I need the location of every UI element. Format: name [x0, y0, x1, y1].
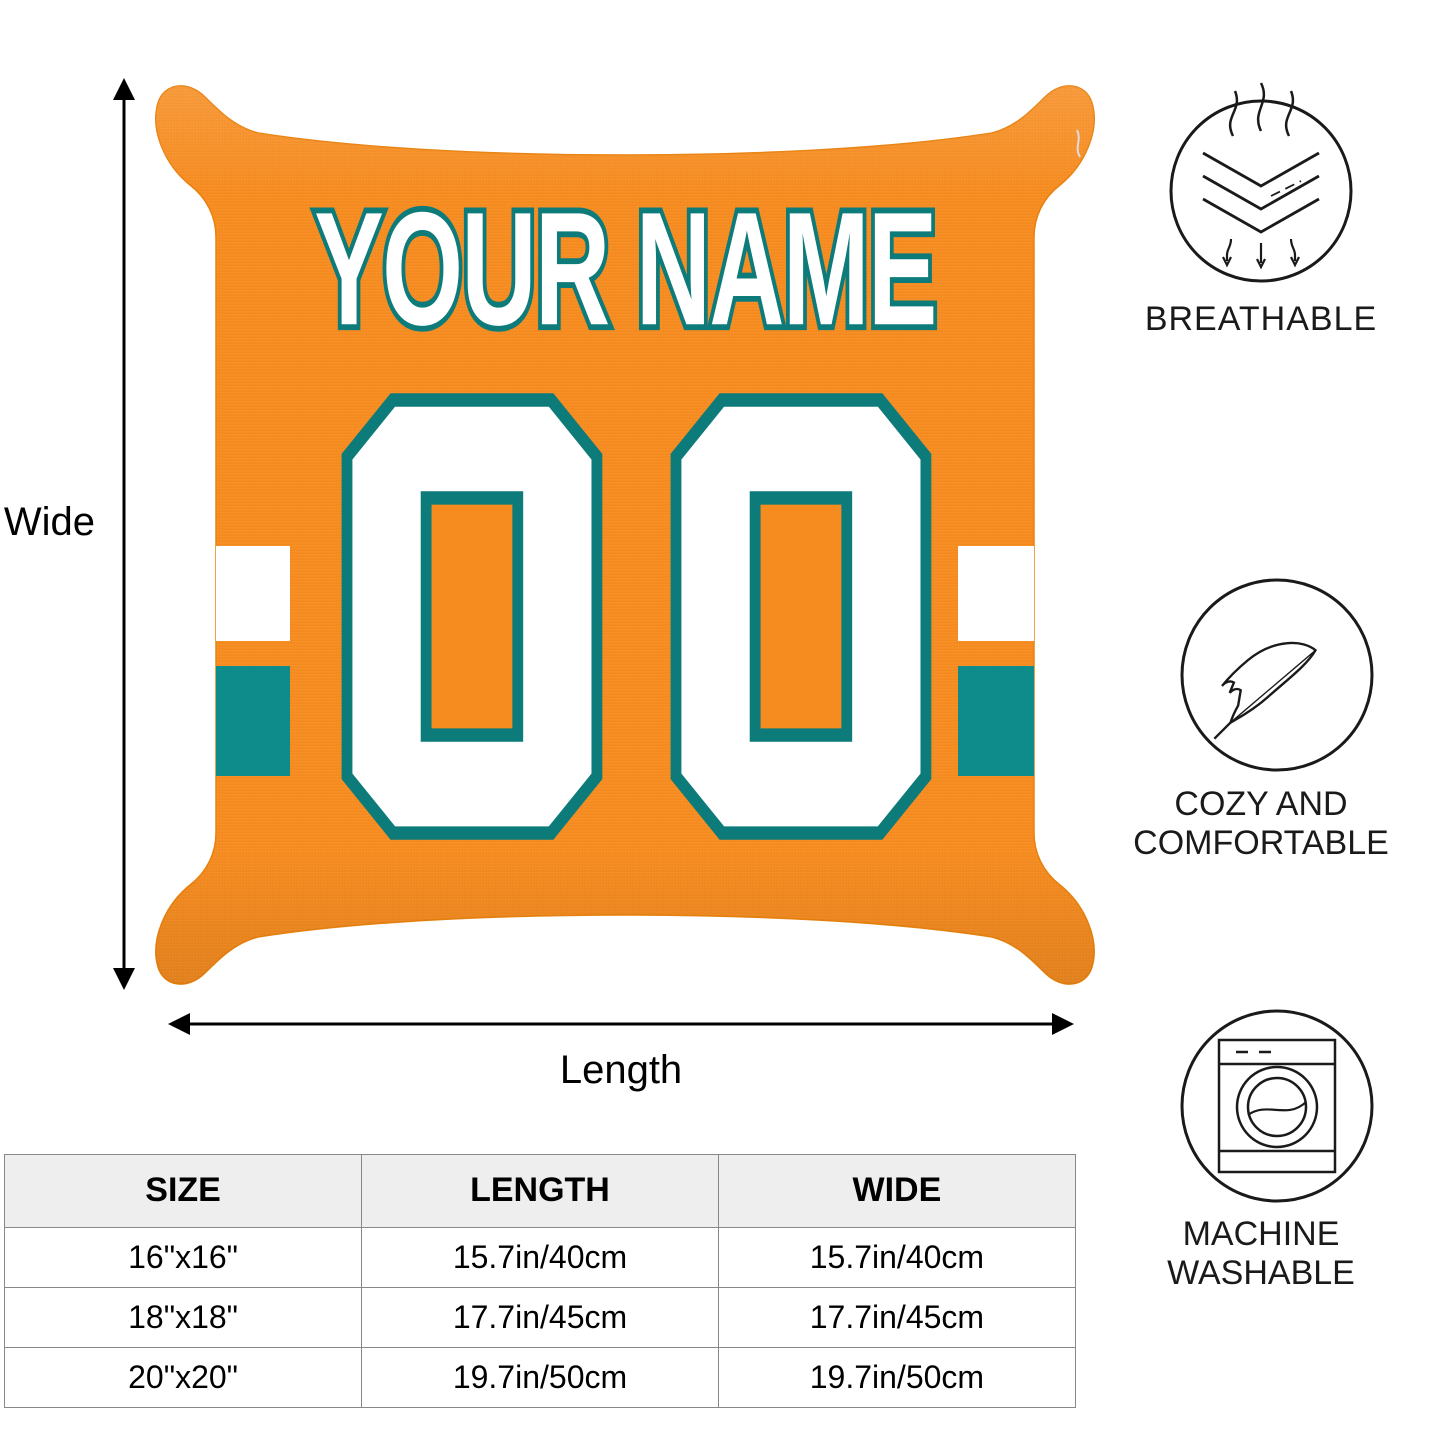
svg-text:COMFORTABLE: COMFORTABLE — [1133, 824, 1389, 862]
svg-text:BREATHABLE: BREATHABLE — [1145, 300, 1377, 338]
svg-text:WASHABLE: WASHABLE — [1167, 1254, 1355, 1292]
svg-text:Length: Length — [560, 1048, 682, 1092]
svg-text:Wide: Wide — [4, 500, 95, 544]
svg-text:COZY AND: COZY AND — [1174, 785, 1347, 823]
svg-text:MACHINE: MACHINE — [1183, 1215, 1340, 1253]
svg-text:YOUR NAME: YOUR NAME — [314, 178, 935, 359]
